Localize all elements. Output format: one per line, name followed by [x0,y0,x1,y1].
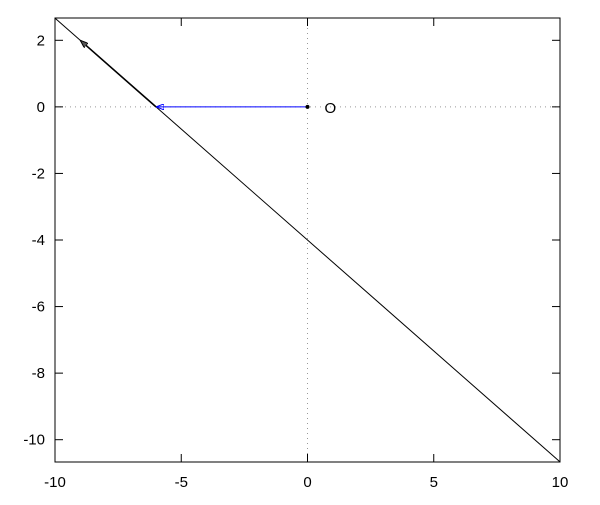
arrow [80,40,157,108]
y-tick-label: -10 [23,432,45,449]
plot-border [54,17,561,463]
y-tick-label: -4 [32,232,45,249]
point-marker [305,104,310,109]
x-tick-label: 0 [303,474,311,491]
y-tick-label: -6 [32,299,45,316]
x-tick-label: -10 [44,474,66,491]
x-tick-label: 5 [430,474,438,491]
point-label: O [325,100,337,117]
x-tick-label: 10 [552,474,569,491]
y-tick-label: -8 [32,365,45,382]
y-tick-label: -2 [32,165,45,182]
y-tick-label: 2 [37,32,45,49]
x-tick-label: -5 [175,474,188,491]
y-tick-label: 0 [37,99,45,116]
